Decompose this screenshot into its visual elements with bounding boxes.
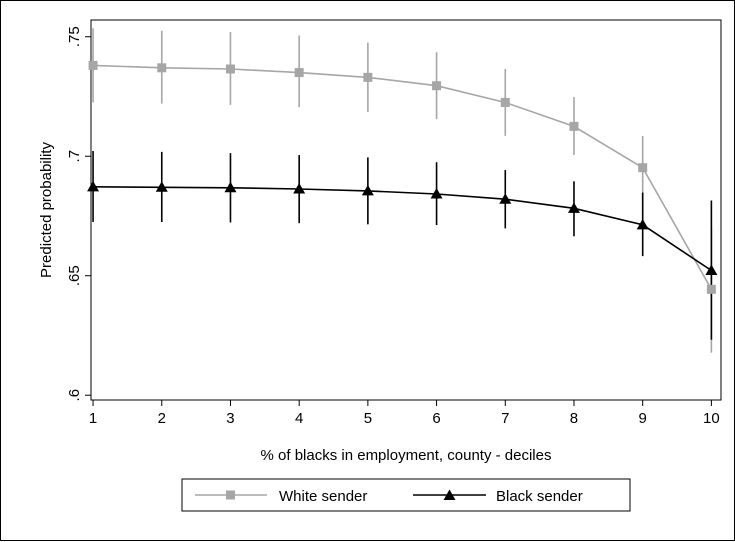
x-tick-label-1: 1	[89, 410, 97, 427]
point-white-7	[500, 97, 510, 107]
legend-marker-black-triangle	[443, 489, 456, 500]
series-markers	[87, 60, 718, 294]
x-tick-label-6: 6	[432, 410, 440, 427]
point-white-1	[88, 60, 98, 70]
x-tick-label-7: 7	[501, 410, 509, 427]
x-tick-label-10: 10	[703, 410, 720, 427]
point-white-8	[569, 121, 579, 131]
point-black-1	[87, 180, 100, 192]
point-black-7	[499, 193, 512, 204]
legend: White sender Black sender	[181, 478, 631, 512]
x-tick-label-4: 4	[295, 410, 303, 427]
point-black-9	[636, 218, 649, 230]
x-tick-label-9: 9	[639, 410, 647, 427]
point-white-2	[157, 63, 167, 73]
y-tick-label-0: .6	[66, 389, 83, 402]
x-tick-label-3: 3	[226, 410, 234, 427]
confidence-intervals	[92, 28, 713, 353]
x-axis-title: % of blacks in employment, county - deci…	[261, 447, 552, 464]
point-black-6	[430, 187, 443, 199]
x-tick-label-5: 5	[364, 410, 372, 427]
point-white-10	[706, 284, 716, 294]
y-tick-label-3: .75	[66, 26, 83, 47]
point-white-6	[432, 81, 442, 91]
point-black-5	[361, 184, 374, 196]
plot-area	[90, 19, 722, 401]
y-axis-title: Predicted probability	[38, 142, 55, 278]
legend-label-black: Black sender	[496, 488, 583, 505]
legend-label-white: White sender	[279, 488, 367, 505]
point-white-4	[294, 68, 304, 78]
point-black-8	[567, 202, 580, 213]
x-tick-label-2: 2	[158, 410, 166, 427]
point-black-4	[293, 182, 306, 194]
series-lines	[93, 64, 713, 290]
point-black-10	[705, 264, 718, 275]
x-axis: 1 2 3 4 5 6 7 8 9 10	[89, 400, 720, 427]
point-white-9	[638, 163, 648, 173]
y-tick-label-1: .65	[66, 265, 83, 286]
legend-marker-white-square	[226, 490, 235, 500]
point-black-3	[224, 181, 237, 193]
point-black-2	[155, 181, 168, 192]
series-line-black	[93, 186, 712, 272]
x-tick-label-8: 8	[570, 410, 578, 427]
y-axis: .6 .65 .7 .75	[66, 26, 91, 401]
series-line-white	[93, 64, 713, 290]
point-white-5	[363, 72, 373, 82]
y-tick-label-2: .7	[66, 150, 83, 163]
point-white-3	[225, 64, 235, 74]
